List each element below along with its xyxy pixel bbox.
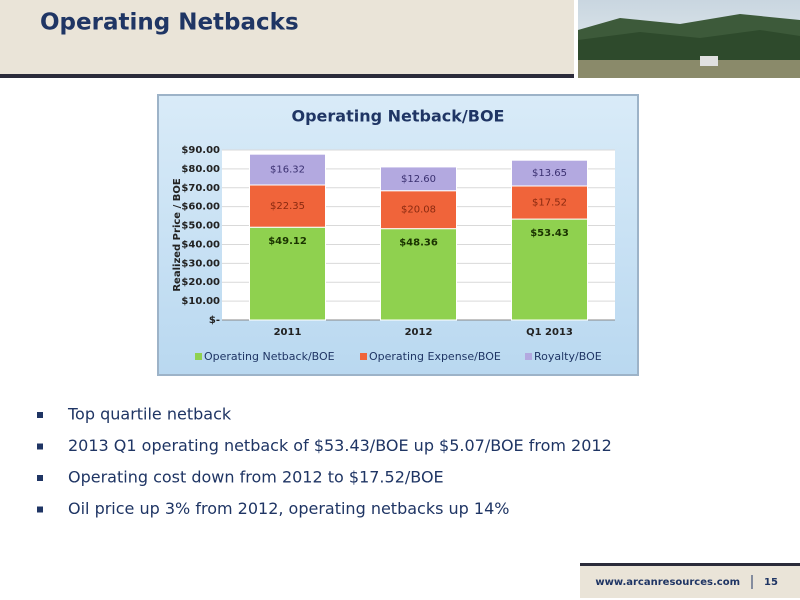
value-label: $17.52 <box>532 198 567 209</box>
value-label: $13.65 <box>532 168 567 179</box>
header-rule <box>0 74 574 78</box>
x-tick-label: Q1 2013 <box>526 327 573 338</box>
value-label: $49.12 <box>268 236 307 247</box>
y-tick-label: $60.00 <box>181 202 220 213</box>
y-tick-label: $- <box>209 315 220 326</box>
bullet-text: Top quartile netback <box>67 405 232 424</box>
x-tick-label: 2011 <box>274 327 302 338</box>
value-label: $53.43 <box>530 228 569 239</box>
bullet-marker <box>37 412 43 418</box>
value-label: $16.32 <box>270 165 305 176</box>
legend-label: Operating Netback/BOE <box>204 350 335 363</box>
y-tick-label: $80.00 <box>181 164 220 175</box>
header-band <box>0 0 574 74</box>
legend-swatch <box>360 353 367 360</box>
y-tick-label: $90.00 <box>181 145 220 156</box>
bullet-text: 2013 Q1 operating netback of $53.43/BOE … <box>68 436 612 455</box>
bar-segment <box>380 166 457 192</box>
bar-segment <box>249 153 326 186</box>
header-photo <box>578 0 800 78</box>
bullet-marker <box>37 475 43 481</box>
bar-segment <box>380 190 457 230</box>
footer-rule <box>580 563 800 566</box>
bullet-text: Oil price up 3% from 2012, operating net… <box>68 499 509 518</box>
slide-title: Operating Netbacks <box>40 10 299 36</box>
legend-label: Royalty/BOE <box>534 350 602 363</box>
y-tick-label: $50.00 <box>181 221 220 232</box>
bullet-marker <box>37 443 43 450</box>
value-label: $48.36 <box>399 238 438 249</box>
footer-url: www.arcanresources.com <box>595 577 740 588</box>
y-axis-label: Realized Price / BOE <box>172 178 183 291</box>
page-number: 15 <box>764 577 778 588</box>
footer-band <box>580 563 800 598</box>
bar-segment <box>380 228 457 321</box>
value-label: $12.60 <box>401 174 436 185</box>
x-tick-label: 2012 <box>405 327 433 338</box>
chart-title: Operating Netback/BOE <box>292 107 505 126</box>
y-tick-label: $20.00 <box>181 277 220 288</box>
value-label: $22.35 <box>270 201 305 212</box>
value-label: $20.08 <box>401 205 436 216</box>
y-tick-label: $70.00 <box>181 183 220 194</box>
legend-swatch <box>195 353 202 360</box>
bar-segment <box>511 159 588 187</box>
bar-segment <box>249 184 326 228</box>
bullet-marker <box>37 506 43 513</box>
bullet-list: Top quartile netback 2013 Q1 operating ne… <box>37 405 612 518</box>
legend-swatch <box>525 353 532 360</box>
chart: Operating Netback/BOE Realized Price / B… <box>172 107 615 363</box>
legend-label: Operating Expense/BOE <box>369 350 501 363</box>
y-tick-label: $10.00 <box>181 296 220 307</box>
y-tick-label: $40.00 <box>181 239 220 250</box>
bar-segment <box>511 185 588 220</box>
y-tick-label: $30.00 <box>181 258 220 269</box>
bullet-text: Operating cost down from 2012 to $17.52/… <box>68 468 444 487</box>
bar-segment <box>511 218 588 321</box>
